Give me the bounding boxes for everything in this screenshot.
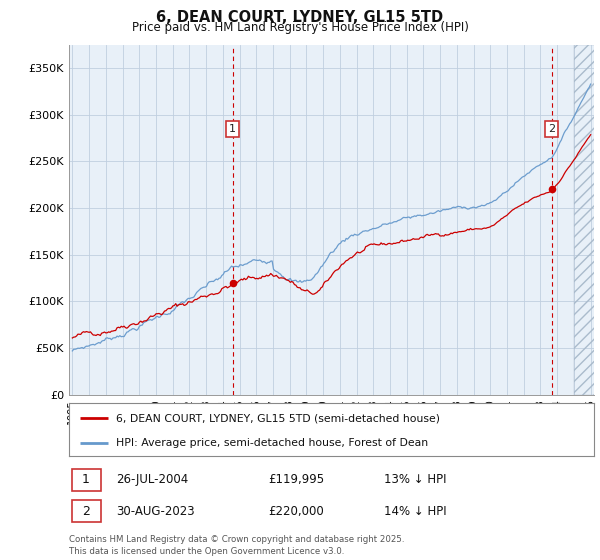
Point: [547, 185, 556, 194]
Text: £220,000: £220,000: [269, 505, 324, 518]
Text: Contains HM Land Registry data © Crown copyright and database right 2025.
This d: Contains HM Land Registry data © Crown c…: [69, 535, 404, 556]
Text: 26-JUL-2004: 26-JUL-2004: [116, 473, 188, 487]
Text: 2: 2: [548, 124, 555, 134]
Text: Price paid vs. HM Land Registry's House Price Index (HPI): Price paid vs. HM Land Registry's House …: [131, 21, 469, 34]
FancyBboxPatch shape: [71, 469, 101, 491]
Text: 1: 1: [229, 124, 236, 134]
Text: 6, DEAN COURT, LYDNEY, GL15 5TD: 6, DEAN COURT, LYDNEY, GL15 5TD: [157, 10, 443, 25]
Text: 6, DEAN COURT, LYDNEY, GL15 5TD (semi-detached house): 6, DEAN COURT, LYDNEY, GL15 5TD (semi-de…: [116, 413, 440, 423]
FancyBboxPatch shape: [71, 500, 101, 522]
Text: 13% ↓ HPI: 13% ↓ HPI: [384, 473, 446, 487]
Text: 1: 1: [82, 473, 90, 487]
Text: HPI: Average price, semi-detached house, Forest of Dean: HPI: Average price, semi-detached house,…: [116, 437, 428, 447]
Point: [228, 278, 238, 287]
Text: £119,995: £119,995: [269, 473, 325, 487]
Text: 30-AUG-2023: 30-AUG-2023: [116, 505, 195, 518]
Text: 2: 2: [82, 505, 90, 518]
Text: 14% ↓ HPI: 14% ↓ HPI: [384, 505, 446, 518]
